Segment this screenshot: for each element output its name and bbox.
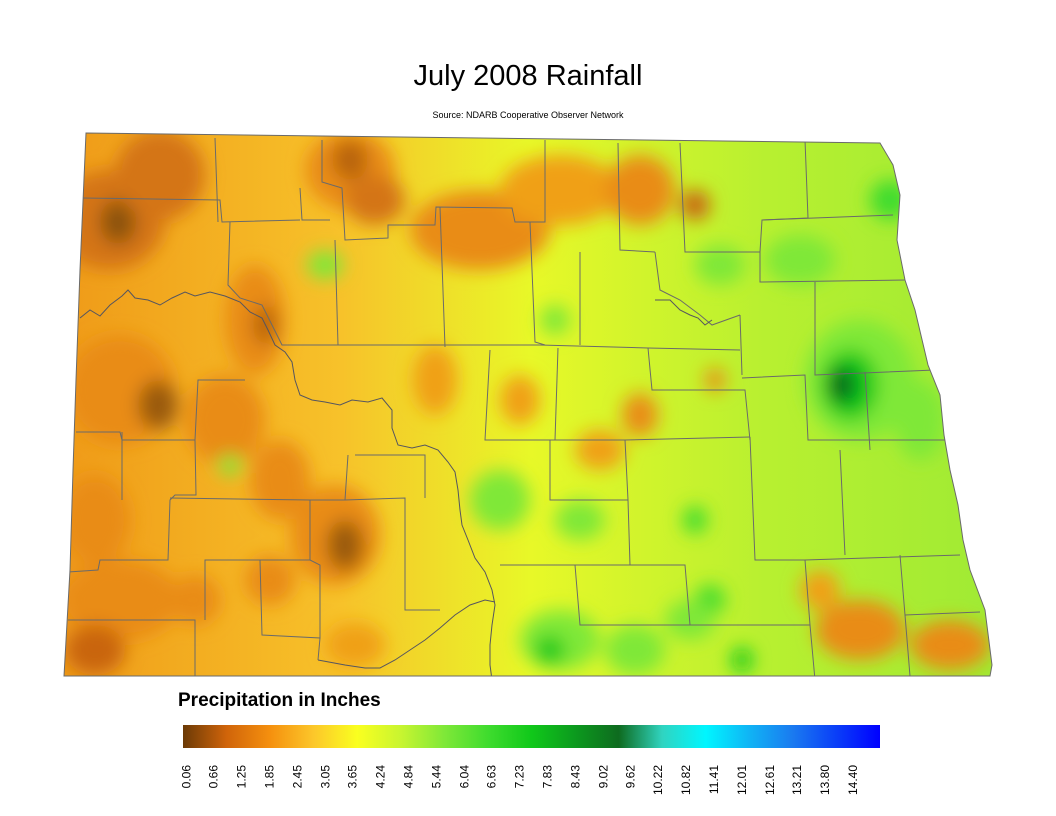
precip-area xyxy=(800,570,840,610)
scale-tick-text: 0.06 xyxy=(179,765,193,789)
color-scale-bar xyxy=(183,725,880,748)
scale-tick-text: 7.23 xyxy=(512,765,527,789)
precip-area xyxy=(245,555,295,605)
precip-area xyxy=(470,470,530,530)
precip-area xyxy=(218,455,242,475)
precip-area xyxy=(327,520,363,570)
precip-area xyxy=(605,155,675,225)
scale-tick-text: 11.41 xyxy=(707,765,722,795)
scale-tick-text: 3.05 xyxy=(317,765,332,789)
precip-area xyxy=(910,620,990,670)
precip-area xyxy=(555,500,605,540)
scale-tick-text: 13.80 xyxy=(818,765,833,796)
precip-area xyxy=(895,380,945,460)
scale-tick-text: 7.83 xyxy=(540,765,555,789)
scale-tick-text: 0.66 xyxy=(206,765,221,789)
precip-area xyxy=(605,625,665,675)
precip-area xyxy=(170,575,220,625)
precip-area xyxy=(115,133,205,220)
scale-tick-text: 10.22 xyxy=(651,765,666,796)
scale-tick-text: 1.85 xyxy=(262,765,277,789)
precip-area xyxy=(705,368,725,392)
precip-area xyxy=(345,175,405,225)
precip-area xyxy=(307,251,343,279)
scale-tick-text: 6.04 xyxy=(456,765,471,789)
precip-area xyxy=(64,560,180,640)
precip-area xyxy=(680,190,710,220)
precip-area xyxy=(535,636,565,664)
scale-tick-text: 4.84 xyxy=(401,765,416,789)
scale-tick-text: 4.24 xyxy=(373,765,388,789)
scale-tick-text: 3.65 xyxy=(345,765,360,789)
precip-area xyxy=(332,140,368,180)
scale-tick-text: 9.02 xyxy=(595,765,610,789)
precip-area xyxy=(540,305,570,335)
precip-area xyxy=(138,380,178,430)
scale-tick-text: 13.21 xyxy=(790,765,805,796)
precip-area xyxy=(575,430,625,470)
scale-tick-text: 8.43 xyxy=(568,765,583,789)
precip-area xyxy=(500,155,620,225)
scale-tick-text: 5.44 xyxy=(429,765,444,789)
scale-tick-text: 12.61 xyxy=(762,765,777,796)
precip-area xyxy=(828,367,856,403)
precip-area xyxy=(64,475,130,565)
precipitation-map xyxy=(63,132,993,677)
precip-area xyxy=(683,506,707,534)
precip-area xyxy=(413,345,457,415)
scale-tick-text: 2.45 xyxy=(290,765,305,789)
scale-tick-text: 12.01 xyxy=(734,765,749,796)
precip-area xyxy=(185,375,265,465)
legend-title: Precipitation in Inches xyxy=(178,690,381,711)
precip-area xyxy=(695,245,745,285)
map-source: Source: NDARB Cooperative Observer Netwo… xyxy=(432,110,624,120)
precip-area xyxy=(500,375,540,425)
precip-area xyxy=(65,625,125,675)
scale-tick-text: 10.82 xyxy=(679,765,694,796)
map-title: July 2008 Rainfall xyxy=(413,60,643,92)
scale-tick-text: 6.63 xyxy=(484,765,499,789)
precip-area xyxy=(732,648,752,672)
precip-area xyxy=(325,623,385,667)
scale-tick-text: 9.62 xyxy=(623,765,638,789)
scale-tick-text: 14.40 xyxy=(846,765,860,796)
precip-area xyxy=(815,600,905,660)
precip-area xyxy=(100,200,136,244)
precip-area xyxy=(765,235,835,285)
scale-tick-text: 1.25 xyxy=(234,765,249,789)
precip-area xyxy=(870,180,910,220)
precip-area xyxy=(622,393,658,437)
